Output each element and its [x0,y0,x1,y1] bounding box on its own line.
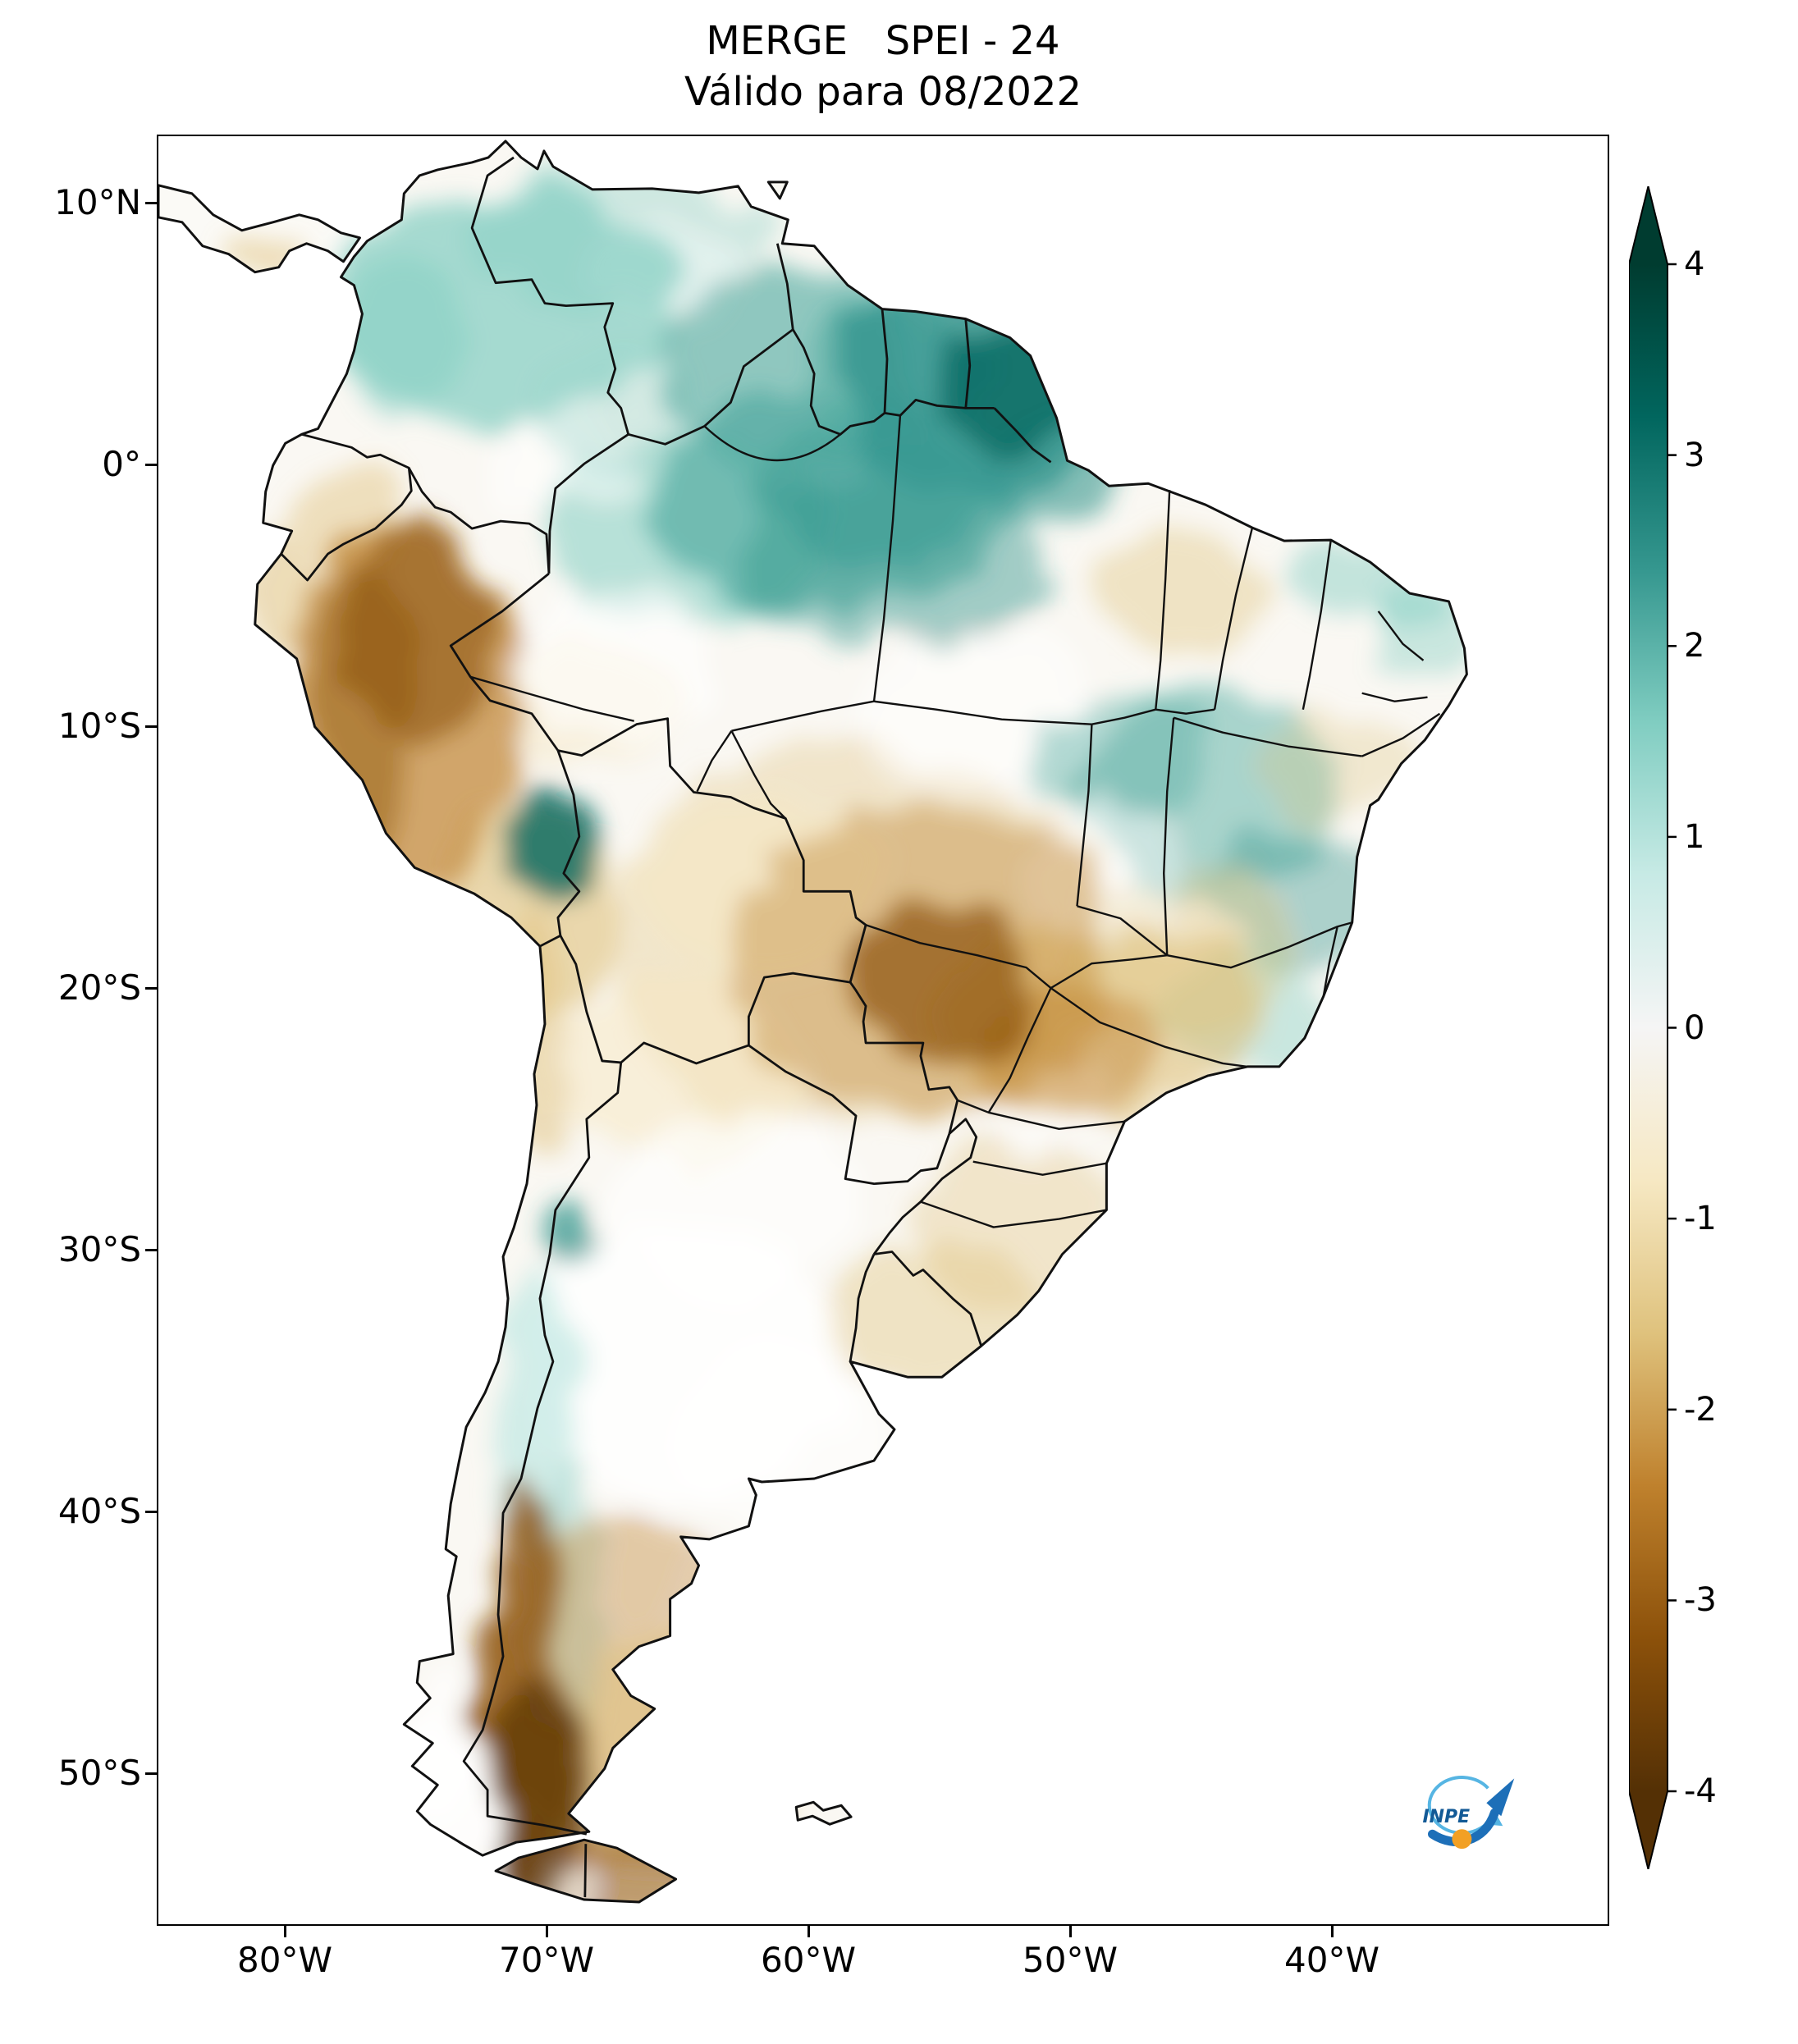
inpe-logo-orb-icon [1452,1829,1472,1850]
x-axis-tick-label: 70°W [499,1940,594,1980]
y-tick-mark [145,1772,157,1775]
y-axis-tick-label: 10°N [54,182,141,222]
colorbar-tick-label: 3 [1684,437,1705,474]
y-axis-tick-label: 20°S [57,967,141,1008]
colorbar-tick-label: -3 [1684,1581,1717,1619]
colorbar-tick-label: -1 [1684,1200,1717,1237]
south-america-map: INPE [158,139,1515,1904]
x-axis-tick-label: 60°W [761,1940,856,1980]
colorbar [1628,185,1680,1870]
x-axis-tick-label: 80°W [237,1940,332,1980]
colorbar-tick-label: 1 [1684,818,1705,856]
colorbar-gradient [1628,185,1677,1870]
y-axis-tick-label: 10°S [57,706,141,746]
x-axis-tick-label: 50°W [1023,1940,1118,1980]
inpe-logo-swirl-icon [1427,1776,1494,1835]
y-axis-tick-label: 0° [102,444,141,484]
y-axis-tick-label: 30°S [57,1229,141,1269]
y-tick-mark [145,202,157,204]
x-tick-mark [1069,1926,1072,1937]
colorbar-tick-label: -4 [1684,1772,1717,1810]
map-plot-area: INPE [157,135,1609,1926]
x-tick-mark [807,1926,810,1937]
y-axis-tick-label: 50°S [57,1753,141,1793]
inpe-logo-arrow-icon [1486,1778,1515,1817]
y-axis-tick-label: 40°S [57,1491,141,1531]
coastline [158,139,1468,1904]
state-borders [469,415,1441,1228]
x-tick-mark [1331,1926,1334,1937]
colorbar-tick-label: -2 [1684,1391,1717,1429]
figure-subtitle: Válido para 08/2022 [684,69,1082,115]
figure-title: MERGE SPEI - 24 [706,18,1060,64]
colorbar-tick-marks [1668,263,1677,1793]
y-tick-mark [145,725,157,728]
y-tick-mark [145,1511,157,1513]
inpe-logo: INPE [1423,1776,1515,1850]
inpe-logo-text: INPE [1423,1807,1471,1827]
x-tick-mark [284,1926,286,1937]
y-tick-mark [145,1249,157,1251]
colorbar-tick-label: 2 [1684,627,1705,665]
y-tick-mark [145,987,157,990]
x-axis-tick-label: 40°W [1284,1940,1379,1980]
colorbar-tick-label: 0 [1684,1009,1705,1047]
colorbar-tick-label: 4 [1684,245,1705,283]
x-tick-mark [546,1926,548,1937]
y-tick-mark [145,464,157,466]
